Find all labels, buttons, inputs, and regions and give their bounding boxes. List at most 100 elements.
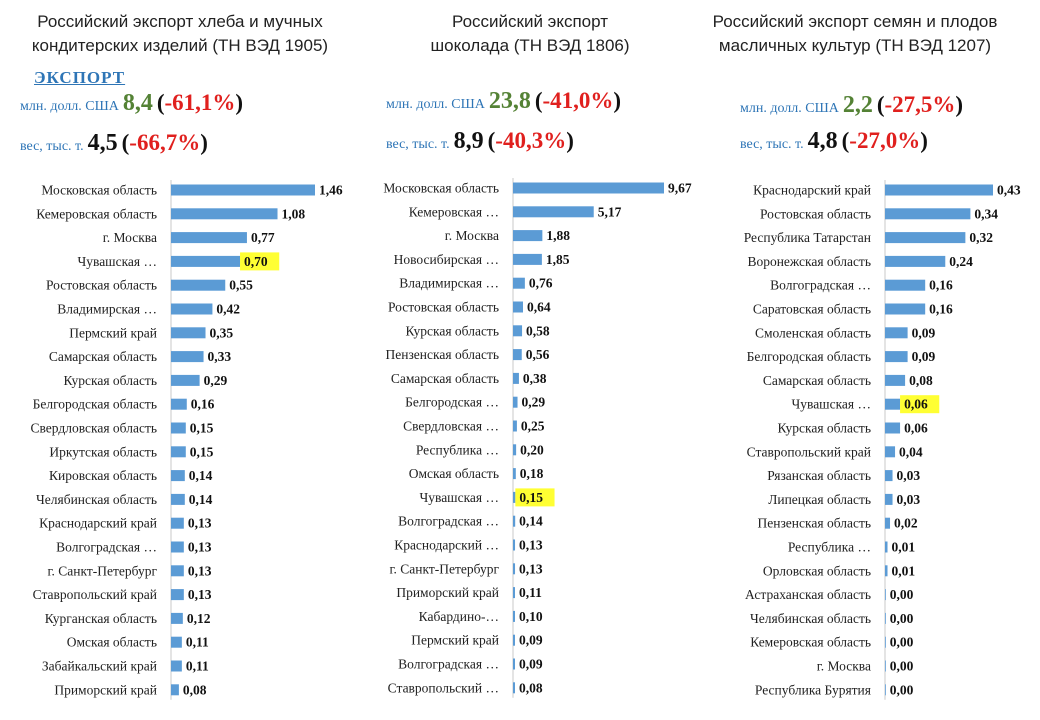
bar xyxy=(171,446,186,458)
highlight-box xyxy=(900,395,940,414)
usd-stat: млн. долл. США 23,8 (-41,0%) xyxy=(386,88,622,114)
value-label: 9,67 xyxy=(668,181,692,196)
value-label: 0,15 xyxy=(519,490,543,505)
bar xyxy=(885,541,888,553)
highlight-box xyxy=(515,488,555,507)
chart-panel-chocolate: Российский экспорт шоколада (ТН ВЭД 1806… xyxy=(360,0,700,720)
category-label: Приморский край xyxy=(54,682,157,697)
usd-stat: млн. долл. США 2,2 (-27,5%) xyxy=(740,92,964,118)
category-label: Пензенская область xyxy=(758,516,872,531)
bar xyxy=(885,303,926,315)
bar xyxy=(885,374,906,386)
value-label: 0,15 xyxy=(190,444,214,459)
value-label: 0,16 xyxy=(191,397,215,412)
bar xyxy=(171,351,204,363)
category-label: Белгородская область xyxy=(747,349,871,364)
value-label: 0,02 xyxy=(894,516,918,531)
category-label: Ставропольский край xyxy=(747,444,871,459)
category-label: Волгоградская … xyxy=(398,657,499,672)
category-label: Пермский край xyxy=(69,325,157,340)
category-label: Волгоградская … xyxy=(398,514,499,529)
bar xyxy=(885,612,886,624)
bar xyxy=(513,420,517,432)
bar xyxy=(513,587,515,599)
value-label: 0,14 xyxy=(189,492,213,507)
category-label: Московская область xyxy=(41,183,157,198)
weight-change: -40,3% xyxy=(495,128,567,153)
category-label: Ставропольский … xyxy=(388,680,499,695)
value-label: 0,09 xyxy=(912,349,936,364)
value-label: 0,13 xyxy=(188,563,212,578)
category-label: Курганская область xyxy=(45,611,157,626)
category-label: Орловская область xyxy=(763,563,871,578)
category-label: Иркутская область xyxy=(49,444,157,459)
category-label: г. Москва xyxy=(817,659,871,674)
value-label: 0,00 xyxy=(890,587,914,602)
value-label: 0,13 xyxy=(188,540,212,555)
category-label: Рязанская область xyxy=(767,468,871,483)
value-label: 0,04 xyxy=(899,444,923,459)
category-label: Липецкая область xyxy=(768,492,871,507)
value-label: 0,12 xyxy=(187,611,211,626)
bar xyxy=(171,541,184,553)
bar xyxy=(513,634,515,646)
category-label: Республика … xyxy=(416,442,499,457)
value-label: 0,14 xyxy=(519,514,543,529)
bar xyxy=(171,517,184,529)
value-label: 0,14 xyxy=(189,468,213,483)
category-label: Курская область xyxy=(778,421,871,436)
bar xyxy=(885,660,886,672)
category-label: Свердловская область xyxy=(31,421,158,436)
category-label: Приморский край xyxy=(396,585,499,600)
value-label: 0,00 xyxy=(890,682,914,697)
bar xyxy=(885,327,908,339)
category-label: Кировская область xyxy=(49,468,157,483)
value-label: 1,08 xyxy=(282,206,306,221)
bar xyxy=(885,232,966,244)
category-label: Омская область xyxy=(67,635,157,650)
bar xyxy=(513,539,516,551)
weight-value: 4,5 xyxy=(87,130,118,156)
category-label: Чувашская … xyxy=(419,490,499,505)
category-label: г. Санкт-Петербург xyxy=(389,561,499,576)
chart-panel-oilseeds: Российский экспорт семян и плодов маслич… xyxy=(690,0,1020,720)
bar xyxy=(885,446,896,458)
value-label: 0,18 xyxy=(520,466,544,481)
category-label: Самарская область xyxy=(391,371,499,386)
category-label: Белгородская область xyxy=(33,397,157,412)
value-label: 0,09 xyxy=(519,633,543,648)
value-label: 0,56 xyxy=(526,347,550,362)
value-label: 0,25 xyxy=(521,419,545,434)
bar xyxy=(885,470,893,482)
bar xyxy=(885,565,888,577)
value-label: 0,15 xyxy=(190,421,214,436)
bar xyxy=(885,255,946,267)
category-label: г. Санкт-Петербург xyxy=(47,563,157,578)
category-label: Пермский край xyxy=(411,633,499,648)
value-label: 0,13 xyxy=(519,538,543,553)
usd-change: -41,0% xyxy=(542,88,614,113)
weight-stat: вес, тыс. т. 4,8 (-27,0%) xyxy=(740,128,928,154)
category-label: Волгоградская … xyxy=(770,278,871,293)
category-label: Московская область xyxy=(383,181,499,196)
bar xyxy=(171,684,179,696)
bar xyxy=(171,208,278,220)
value-label: 0,09 xyxy=(912,325,936,340)
category-label: г. Москва xyxy=(445,228,499,243)
category-label: Республика Бурятия xyxy=(755,682,871,697)
bar xyxy=(885,493,893,505)
bar xyxy=(171,374,200,386)
category-label: Белгородская … xyxy=(405,395,499,410)
category-label: Чувашская … xyxy=(791,397,871,412)
export-label: ЭКСПОРТ xyxy=(34,68,126,87)
category-label: Самарская область xyxy=(763,373,871,388)
bar xyxy=(171,636,182,648)
value-label: 0,11 xyxy=(519,585,542,600)
value-label: 0,00 xyxy=(890,611,914,626)
value-label: 0,08 xyxy=(183,682,207,697)
weight-value: 4,8 xyxy=(807,128,838,154)
category-label: Курская область xyxy=(406,323,499,338)
usd-unit: млн. долл. США xyxy=(740,101,839,116)
bar xyxy=(171,279,226,291)
category-label: Смоленская область xyxy=(755,325,871,340)
